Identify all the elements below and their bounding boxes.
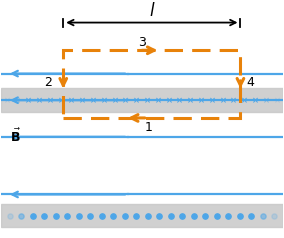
- Text: ×: ×: [112, 96, 118, 105]
- Text: ×: ×: [68, 96, 75, 105]
- Text: ×: ×: [25, 96, 32, 105]
- Text: ×: ×: [176, 96, 183, 105]
- Text: ×: ×: [187, 96, 194, 105]
- Text: 1: 1: [145, 121, 153, 134]
- Text: ×: ×: [252, 96, 259, 105]
- Text: 4: 4: [246, 76, 254, 89]
- Text: 3: 3: [138, 36, 146, 49]
- Text: ×: ×: [155, 96, 162, 105]
- Text: $\vec{\mathbf{B}}$: $\vec{\mathbf{B}}$: [10, 128, 21, 145]
- Text: ×: ×: [47, 96, 54, 105]
- Text: ×: ×: [263, 96, 270, 105]
- Text: ×: ×: [241, 96, 248, 105]
- Text: ×: ×: [133, 96, 140, 105]
- Text: ×: ×: [90, 96, 97, 105]
- Text: ×: ×: [144, 96, 151, 105]
- Text: ×: ×: [198, 96, 205, 105]
- Text: ×: ×: [57, 96, 64, 105]
- Text: ×: ×: [273, 96, 281, 105]
- Text: ×: ×: [3, 96, 11, 105]
- Text: ×: ×: [230, 96, 237, 105]
- Text: ×: ×: [101, 96, 108, 105]
- Text: ×: ×: [166, 96, 172, 105]
- Bar: [63, 50, 241, 118]
- Text: ×: ×: [79, 96, 86, 105]
- Bar: [1, 88, 283, 112]
- Bar: [1, 204, 283, 227]
- Text: ×: ×: [122, 96, 129, 105]
- Text: ×: ×: [220, 96, 227, 105]
- Text: 2: 2: [44, 76, 52, 89]
- Text: ×: ×: [36, 96, 43, 105]
- Text: ×: ×: [209, 96, 216, 105]
- Text: ×: ×: [14, 96, 21, 105]
- Text: $\it{l}$: $\it{l}$: [149, 2, 155, 20]
